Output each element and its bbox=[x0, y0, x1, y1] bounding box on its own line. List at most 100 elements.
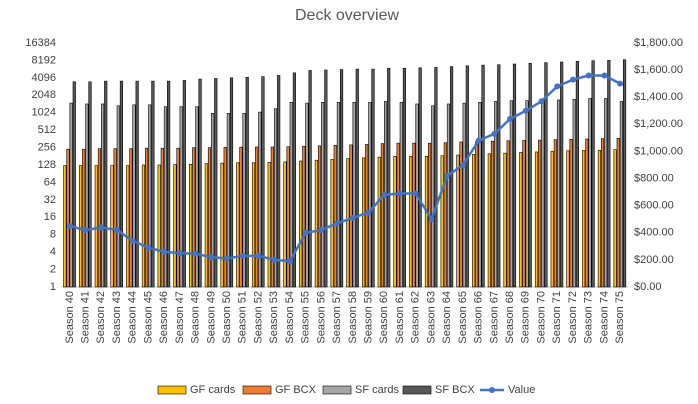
y2-tick-label: $1,000.00 bbox=[634, 145, 683, 157]
bar bbox=[472, 154, 476, 288]
x-tick-label: Season 58 bbox=[347, 291, 359, 344]
x-tick-label: Season 52 bbox=[252, 291, 264, 344]
bar bbox=[116, 105, 120, 288]
bar bbox=[258, 111, 262, 288]
line-marker bbox=[428, 216, 435, 223]
bar bbox=[509, 100, 513, 288]
line-marker bbox=[365, 209, 372, 216]
bar bbox=[69, 102, 73, 288]
bar bbox=[308, 70, 312, 288]
bar bbox=[242, 113, 246, 288]
bar bbox=[361, 157, 366, 288]
bar bbox=[434, 67, 438, 288]
bar bbox=[619, 101, 623, 288]
bar bbox=[145, 147, 149, 288]
x-tick-label: Season 48 bbox=[190, 291, 202, 344]
x-tick-label: Season 70 bbox=[535, 291, 547, 344]
line-marker bbox=[381, 191, 388, 198]
legend-swatch bbox=[322, 385, 352, 395]
x-tick-label: Season 50 bbox=[221, 291, 233, 344]
bar bbox=[396, 142, 400, 288]
y-tick-label: 16384 bbox=[25, 37, 56, 49]
line-marker bbox=[161, 248, 168, 255]
bar bbox=[163, 106, 168, 288]
x-tick-label: Season 46 bbox=[158, 291, 170, 344]
bar bbox=[173, 164, 177, 288]
line-marker bbox=[239, 252, 246, 259]
bar bbox=[525, 100, 529, 288]
bar bbox=[478, 101, 482, 288]
bar bbox=[94, 165, 98, 288]
y-tick-label: 512 bbox=[38, 124, 56, 136]
bar bbox=[226, 113, 230, 288]
bar bbox=[380, 143, 385, 288]
bar bbox=[239, 146, 243, 288]
bar bbox=[393, 156, 397, 288]
bar bbox=[167, 80, 171, 288]
bar bbox=[305, 102, 309, 288]
line-marker bbox=[349, 214, 356, 221]
bar bbox=[261, 76, 265, 288]
line-marker bbox=[334, 220, 341, 227]
bar bbox=[446, 103, 451, 288]
bar bbox=[575, 61, 579, 288]
bar bbox=[440, 155, 444, 288]
bar bbox=[299, 160, 303, 288]
bar bbox=[607, 60, 611, 288]
y-tick-label: 1024 bbox=[32, 107, 56, 119]
line-marker bbox=[224, 255, 231, 262]
bar bbox=[286, 146, 290, 288]
y-tick-label: 128 bbox=[38, 159, 56, 171]
bar bbox=[317, 145, 322, 288]
bar bbox=[616, 138, 620, 288]
bar bbox=[78, 165, 83, 288]
legend-label: GF BCX bbox=[275, 384, 317, 396]
line-marker bbox=[617, 80, 624, 87]
y-tick-label: 16 bbox=[44, 211, 56, 223]
line-marker bbox=[255, 252, 262, 259]
x-tick-label: Season 75 bbox=[614, 291, 626, 344]
bar bbox=[497, 64, 501, 288]
y2-tick-label: $600.00 bbox=[634, 200, 674, 212]
bar bbox=[126, 165, 130, 288]
bar bbox=[582, 150, 586, 288]
bar bbox=[402, 67, 407, 288]
line-marker bbox=[444, 172, 451, 179]
bar bbox=[490, 140, 495, 288]
line-marker bbox=[82, 227, 89, 234]
bar bbox=[572, 98, 576, 288]
y-tick-label: 32 bbox=[44, 194, 56, 206]
bar bbox=[88, 81, 92, 288]
bar bbox=[302, 145, 306, 288]
bar bbox=[459, 141, 463, 288]
y-tick-label: 8 bbox=[50, 229, 56, 241]
bar bbox=[377, 156, 381, 288]
x-tick-label: Season 74 bbox=[598, 291, 610, 344]
x-tick-label: Season 61 bbox=[394, 291, 406, 344]
x-tick-label: Season 64 bbox=[441, 291, 453, 344]
line-marker bbox=[397, 190, 404, 197]
bar bbox=[443, 142, 447, 288]
bar bbox=[160, 147, 164, 288]
line-marker bbox=[554, 83, 561, 90]
bar bbox=[336, 101, 340, 288]
bar bbox=[195, 106, 199, 288]
y2-tick-label: $0.00 bbox=[634, 281, 662, 293]
bar bbox=[148, 104, 152, 288]
bar bbox=[245, 76, 249, 288]
legend-label: GF cards bbox=[190, 384, 236, 396]
y-tick-label: 64 bbox=[44, 176, 56, 188]
x-tick-label: Season 55 bbox=[300, 291, 312, 344]
bar bbox=[255, 146, 259, 288]
x-tick-label: Season 59 bbox=[362, 291, 374, 344]
bar bbox=[198, 78, 202, 288]
bar bbox=[503, 152, 507, 288]
bar bbox=[214, 78, 218, 288]
legend-label: SF BCX bbox=[435, 384, 475, 396]
x-tick-label: Season 40 bbox=[64, 291, 76, 344]
bar bbox=[604, 98, 608, 288]
x-tick-label: Season 54 bbox=[284, 291, 296, 344]
bar bbox=[132, 104, 136, 288]
line-marker bbox=[66, 223, 73, 229]
